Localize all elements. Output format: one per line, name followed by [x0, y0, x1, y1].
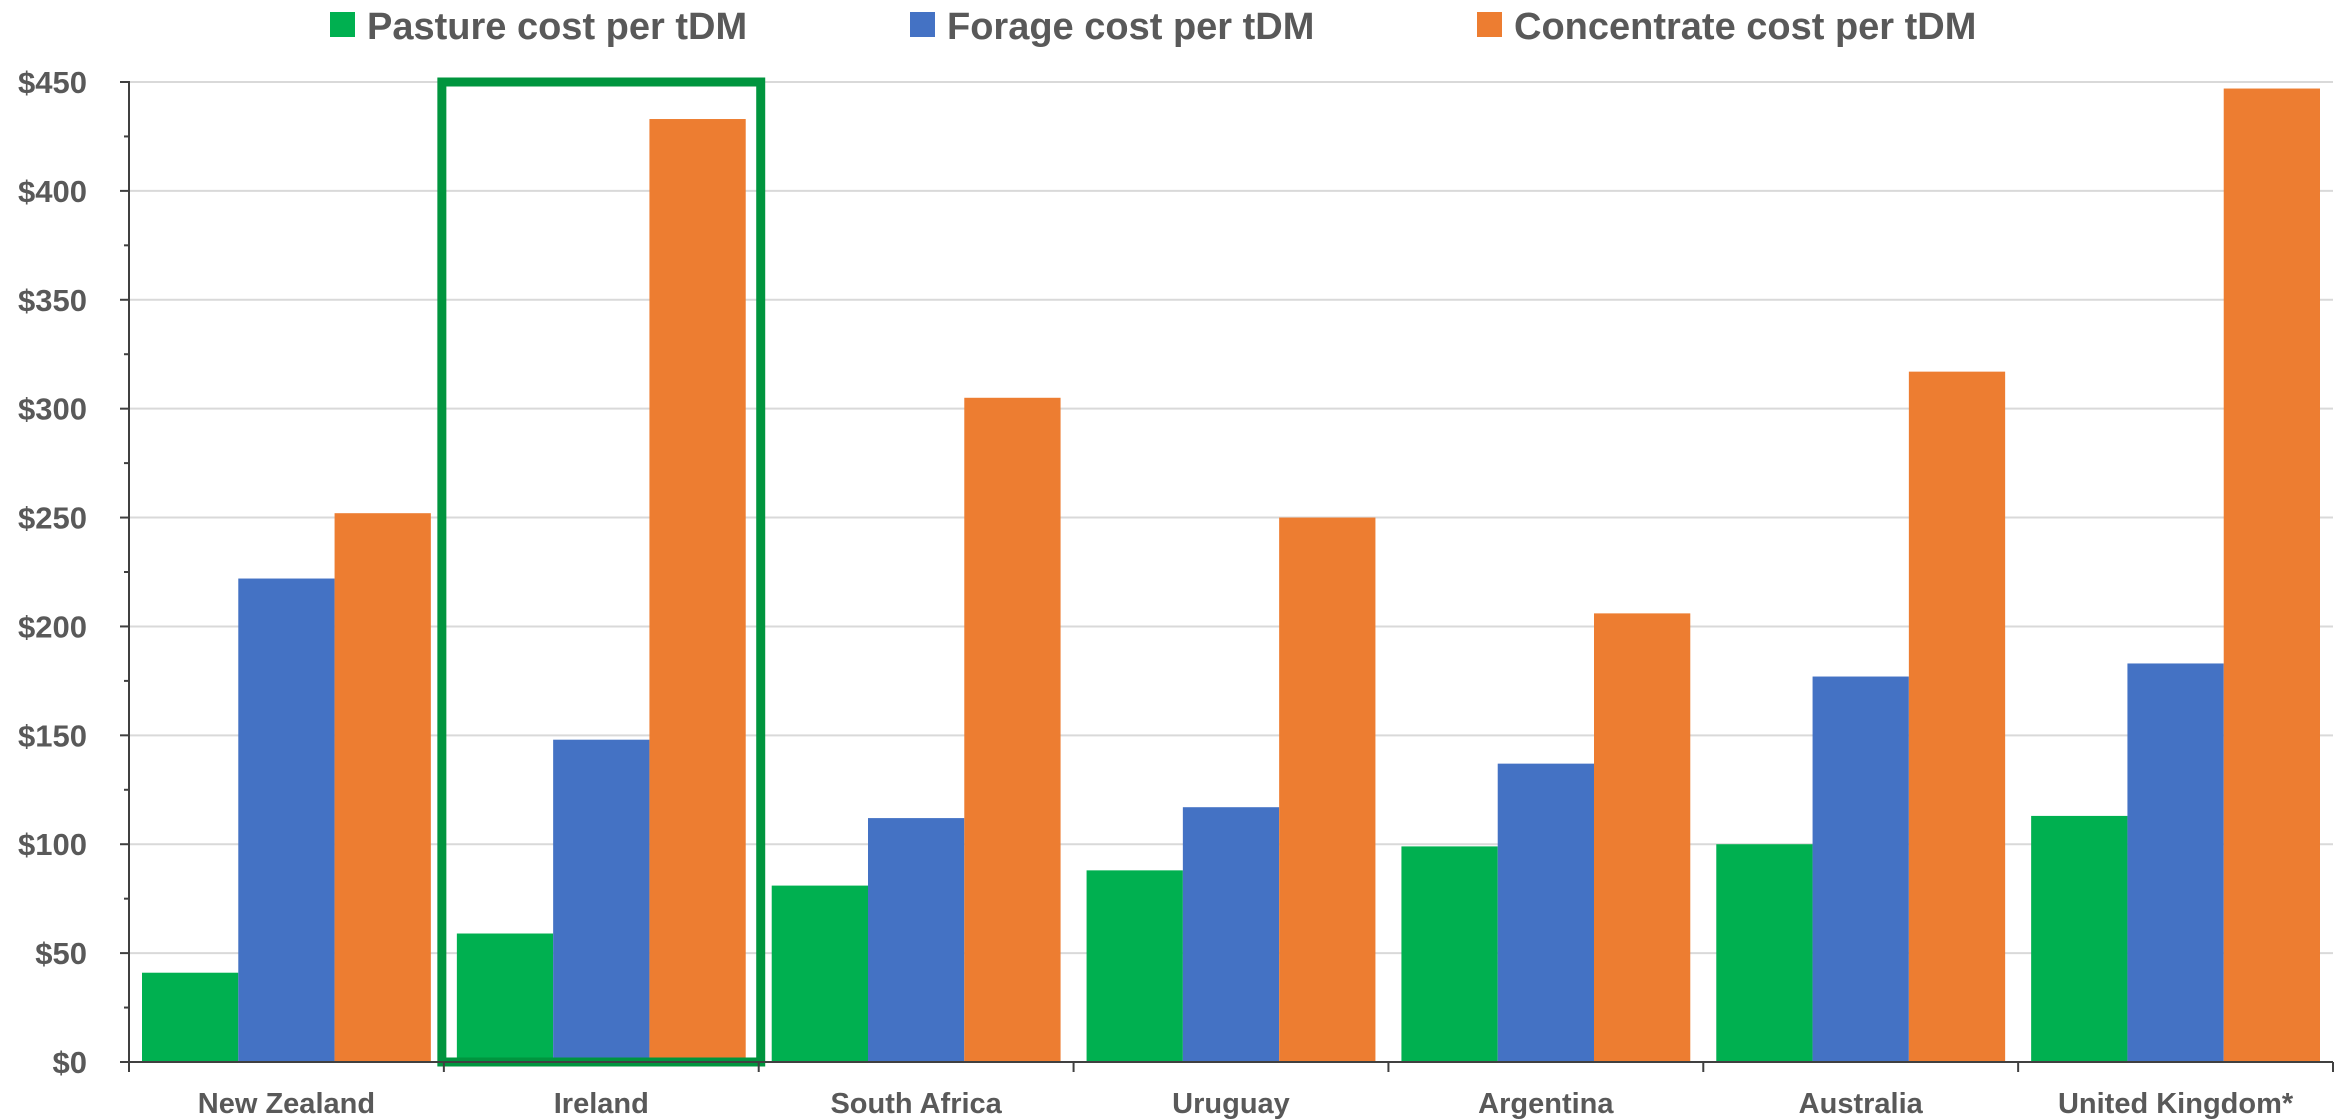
x-axis-categories: New Zealand Ireland South Africa Uruguay Arg… [198, 1088, 2294, 1119]
y-axis-ticks: $0 $50 $100 $150 $200 $250 $300 $350 $400 $450 [18, 65, 87, 1080]
y-tick-label: $450 [18, 65, 87, 100]
x-category-label: Ireland [554, 1088, 649, 1119]
axes [120, 81, 2334, 1072]
bar-australia-series-1 [1716, 844, 1813, 1062]
y-tick-label: $300 [18, 392, 87, 427]
y-tick-label: $350 [18, 283, 87, 318]
legend-swatch [330, 12, 355, 37]
y-tick-label: $150 [18, 718, 87, 753]
bar-united-kingdom-series-1 [2031, 815, 2128, 1062]
gridlines [129, 81, 2333, 955]
bar-new-zealand-series-2 [238, 578, 335, 1062]
bar-uruguay-series-1 [1086, 870, 1183, 1062]
bar-united-kingdom-series-3 [2223, 88, 2320, 1063]
x-category-label: New Zealand [198, 1088, 375, 1119]
y-tick-label: $200 [18, 609, 87, 644]
bar-uruguay-series-2 [1182, 807, 1280, 1062]
bar-south-africa-series-3 [964, 397, 1061, 1062]
legend-label: Forage cost per tDM [947, 6, 1314, 48]
legend-swatch [910, 12, 935, 37]
bar-south-africa-series-2 [868, 818, 965, 1062]
legend-label: Concentrate cost per tDM [1514, 6, 1976, 48]
x-category-label: Argentina [1478, 1088, 1614, 1119]
bar-united-kingdom-series-2 [2127, 663, 2224, 1062]
bar-ireland-series-2 [553, 739, 650, 1062]
legend: Pasture cost per tDM Forage cost per tDM C… [330, 6, 1976, 48]
x-category-label: Uruguay [1172, 1088, 1290, 1119]
bar-ireland-series-1 [456, 933, 554, 1062]
bar-australia-series-3 [1908, 371, 2006, 1063]
bar-uruguay-series-3 [1279, 517, 1376, 1062]
bar-argentina-series-2 [1497, 763, 1594, 1062]
x-category-label: Australia [1799, 1088, 1924, 1119]
x-category-label: United Kingdom* [2058, 1088, 2294, 1119]
bar-argentina-series-3 [1594, 613, 1691, 1062]
bar-new-zealand-series-3 [334, 513, 431, 1062]
bars [142, 88, 2320, 1063]
legend-swatch [1477, 12, 1502, 37]
legend-label: Pasture cost per tDM [367, 6, 747, 48]
y-tick-label: $100 [18, 827, 87, 862]
y-tick-label: $250 [18, 501, 87, 536]
y-tick-label: $50 [35, 936, 87, 971]
bar-argentina-series-1 [1401, 846, 1498, 1062]
bar-new-zealand-series-1 [142, 972, 239, 1062]
bar-australia-series-2 [1812, 676, 1909, 1062]
x-category-label: South Africa [830, 1088, 1002, 1119]
y-tick-label: $0 [53, 1045, 87, 1080]
bar-south-africa-series-1 [771, 885, 868, 1062]
y-tick-label: $400 [18, 174, 87, 209]
bar-ireland-series-3 [649, 119, 746, 1063]
